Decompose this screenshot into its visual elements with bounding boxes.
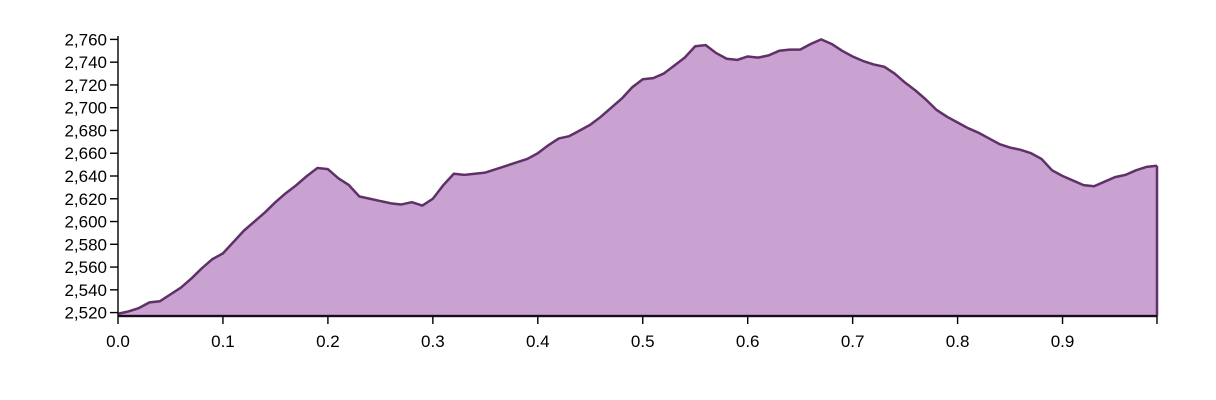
x-tick-label: 0.0	[106, 332, 130, 351]
y-tick-label: 2,660	[64, 144, 107, 163]
y-tick-label: 2,520	[64, 304, 107, 323]
x-axis: 0.0 0.1 0.2 0.3 0.4 0.5 0.6 0.7 0.8 0.9	[106, 315, 1158, 351]
y-tick-label: 2,600	[64, 213, 107, 232]
y-tick-label: 2,560	[64, 258, 107, 277]
y-tick-label: 2,760	[64, 30, 107, 49]
y-tick-label: 2,720	[64, 76, 107, 95]
y-tick-label: 2,640	[64, 167, 107, 186]
area-series	[117, 38, 1159, 318]
x-tick-label: 0.2	[316, 332, 340, 351]
y-tick-label: 2,580	[64, 235, 107, 254]
y-tick-label: 2,540	[64, 281, 107, 300]
x-tick-label: 0.6	[736, 332, 760, 351]
x-tick-label: 0.7	[841, 332, 865, 351]
y-tick-label: 2,620	[64, 190, 107, 209]
y-axis: 2,520 2,540 2,560 2,580 2,600 2,620 2,640 2,660…	[64, 30, 119, 323]
x-tick-label: 0.9	[1051, 332, 1075, 351]
area-outline	[117, 38, 1158, 315]
y-tick-label: 2,740	[64, 53, 107, 72]
x-tick-label: 0.4	[526, 332, 550, 351]
y-tick-label: 2,700	[64, 99, 107, 118]
x-tick-label: 0.8	[946, 332, 970, 351]
x-tick-label: 0.3	[421, 332, 445, 351]
y-tick-label: 2,680	[64, 121, 107, 140]
x-tick-label: 0.5	[631, 332, 655, 351]
area-fill	[118, 39, 1157, 316]
x-tick-label: 0.1	[211, 332, 235, 351]
